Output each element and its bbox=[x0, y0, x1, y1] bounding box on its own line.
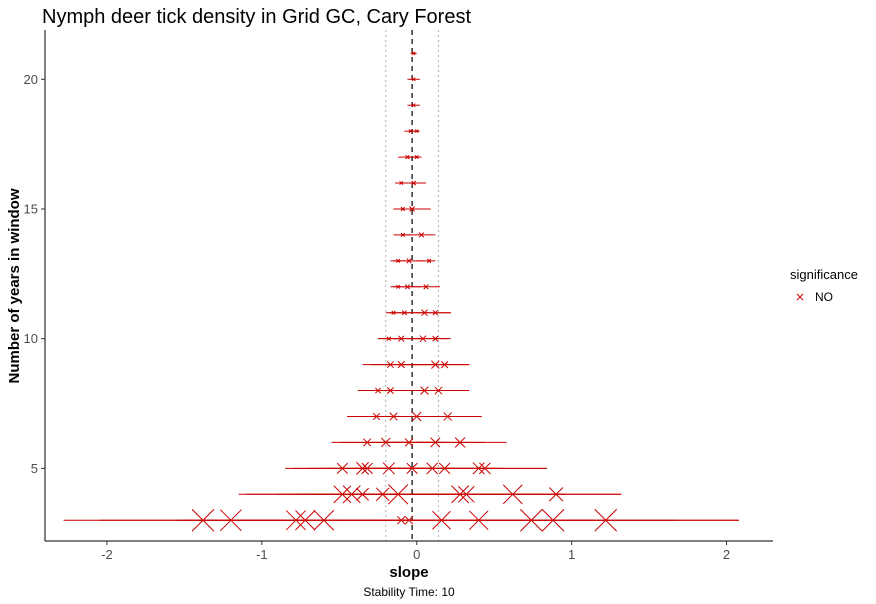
window-estimate bbox=[401, 180, 427, 186]
legend: significance NO bbox=[790, 267, 858, 304]
point-marker-x bbox=[406, 258, 412, 264]
axes bbox=[44, 30, 773, 542]
y-axis-title: Number of years in window bbox=[6, 188, 23, 383]
window-estimate bbox=[424, 462, 547, 475]
legend-marker-x bbox=[796, 293, 804, 301]
point-marker-x bbox=[414, 155, 419, 160]
window-estimate bbox=[401, 437, 507, 448]
point-marker-x bbox=[454, 437, 466, 448]
window-estimate bbox=[407, 77, 420, 82]
x-tick-label: 0 bbox=[413, 547, 420, 562]
legend-key-no bbox=[796, 293, 804, 301]
x-axis-title: slope bbox=[389, 564, 428, 581]
x-ticks: -2 -1 0 1 2 bbox=[101, 541, 730, 562]
legend-title: significance bbox=[790, 267, 858, 282]
window-estimate bbox=[416, 309, 451, 316]
window-estimate bbox=[401, 232, 436, 238]
point-marker-x bbox=[478, 462, 491, 475]
point-marker-x bbox=[443, 412, 453, 421]
point-marker-x bbox=[411, 77, 416, 82]
point-marker-x bbox=[411, 51, 416, 56]
y-tick-label: 5 bbox=[31, 461, 38, 476]
point-marker-x bbox=[411, 180, 417, 186]
point-marker-x bbox=[594, 508, 618, 532]
chart-title: Nymph deer tick density in Grid GC, Cary… bbox=[42, 6, 471, 28]
point-marker-x bbox=[411, 103, 416, 108]
point-marker-x bbox=[548, 487, 564, 502]
window-estimate bbox=[410, 129, 420, 134]
window-estimate bbox=[409, 335, 451, 342]
x-tick-label: 2 bbox=[723, 547, 730, 562]
window-estimate bbox=[416, 258, 436, 264]
point-marker-x bbox=[414, 129, 419, 134]
x-tick-label: -2 bbox=[101, 547, 113, 562]
window-estimate bbox=[407, 155, 422, 160]
window-estimate bbox=[407, 103, 420, 108]
window-estimate bbox=[410, 51, 417, 56]
reference-lines bbox=[385, 30, 439, 541]
x-tick-label: -1 bbox=[256, 547, 268, 562]
x-tick-label: 1 bbox=[568, 547, 575, 562]
point-marker-x bbox=[313, 509, 335, 531]
chart-caption: Stability Time: 10 bbox=[363, 585, 455, 599]
point-marker-x bbox=[409, 206, 415, 212]
point-marker-x bbox=[432, 335, 439, 342]
window-estimate bbox=[463, 508, 739, 532]
point-marker-x bbox=[440, 360, 449, 369]
window-estimate bbox=[463, 487, 622, 502]
window-estimate bbox=[409, 360, 470, 369]
y-tick-label: 15 bbox=[24, 201, 38, 216]
y-ticks: 5 10 15 20 bbox=[24, 72, 45, 476]
window-estimate bbox=[393, 206, 431, 212]
point-marker-x bbox=[432, 309, 439, 316]
window-estimate bbox=[401, 412, 482, 421]
legend-label-no: NO bbox=[815, 290, 833, 304]
point-marker-x bbox=[423, 284, 429, 290]
y-tick-label: 10 bbox=[24, 331, 38, 346]
point-marker-x bbox=[418, 232, 425, 238]
window-estimate bbox=[401, 386, 470, 395]
window-estimate bbox=[409, 284, 440, 290]
y-tick-label: 20 bbox=[24, 72, 38, 87]
point-marker-x bbox=[426, 258, 432, 264]
data-marks bbox=[63, 51, 739, 532]
point-marker-x bbox=[434, 386, 443, 395]
point-marker-x bbox=[404, 284, 410, 290]
